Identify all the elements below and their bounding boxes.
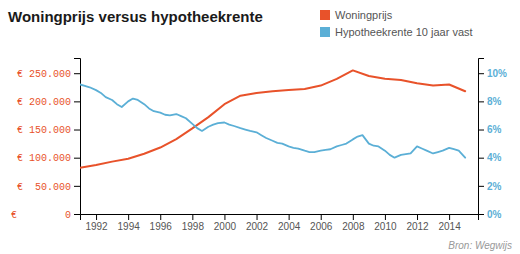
x-tick-label: 2014: [438, 221, 461, 232]
y-tick-label: € 250.000: [17, 69, 71, 80]
y-tick-label: € 0: [11, 210, 71, 221]
y-axis-line: [74, 59, 81, 215]
x-axis: 1992 1994 1996 1998 2000 2002 2004 2006 2008 2010…: [81, 214, 479, 232]
x-tick-mark: [353, 214, 354, 220]
y-tick-mark: [74, 214, 80, 215]
x-tick-label: 2010: [374, 221, 397, 232]
legend-swatch: [320, 27, 330, 37]
y-tick-label: € 150.000: [17, 125, 71, 136]
x-tick-label: 1996: [150, 221, 173, 232]
y2-tick: 4%: [478, 152, 502, 163]
x-tick: 2004: [278, 214, 301, 232]
x-tick-label: 2000: [214, 221, 237, 232]
series-line: [80, 70, 465, 167]
y-tick: € 150.000: [17, 125, 80, 136]
y2-tick: 10%: [478, 68, 507, 79]
y-tick: € 0: [11, 210, 80, 221]
y2-tick-mark: [478, 73, 484, 74]
x-tick-label: 1994: [118, 221, 141, 232]
y-tick: € 250.000: [17, 69, 80, 80]
x-tick-label: 1998: [182, 221, 205, 232]
x-tick: 1992: [85, 214, 108, 232]
y-tick-label: € 200.000: [17, 97, 71, 108]
x-tick: 2006: [310, 214, 333, 232]
y2-tick: 0%: [478, 209, 502, 220]
plot: 1992 1994 1996 1998 2000 2002 2004 2006 2008 2010…: [11, 59, 507, 233]
y-tick-mark: [74, 158, 80, 159]
x-tick: 2002: [246, 214, 269, 232]
y-tick-mark: [74, 73, 80, 74]
x-tick-label: 1992: [85, 221, 108, 232]
x-tick-label: 2006: [310, 221, 333, 232]
y2-tick-label: 10%: [487, 68, 507, 79]
legend-item: Woningprijs: [320, 9, 393, 21]
x-tick-mark: [257, 214, 258, 220]
source-note: Bron: Wegwijs: [448, 240, 512, 251]
y-tick: € 100.000: [17, 153, 80, 164]
y-tick: € 50.000: [17, 182, 80, 193]
y2-tick-label: 8%: [487, 96, 502, 107]
x-tick-mark: [128, 214, 129, 220]
legend-item: Hypotheekrente 10 jaar vast: [320, 26, 473, 38]
chart: Woningprijs versus hypotheekrente Woningp…: [0, 0, 520, 254]
legend: Woningprijs Hypotheekrente 10 jaar vast: [320, 9, 473, 38]
y2-axis: 0% 2% 4% 6% 8% 10%: [478, 59, 507, 220]
y2-tick-mark: [478, 130, 484, 131]
x-tick-mark: [385, 214, 386, 220]
x-tick-label: 2004: [278, 221, 301, 232]
x-tick-mark: [321, 214, 322, 220]
x-tick-mark: [417, 214, 418, 220]
y2-tick-mark: [478, 101, 484, 102]
x-tick: 1994: [118, 214, 141, 232]
x-axis-line: [81, 215, 479, 221]
legend-label: Woningprijs: [335, 9, 393, 21]
x-tick-mark: [224, 214, 225, 220]
legend-label: Hypotheekrente 10 jaar vast: [335, 26, 473, 38]
x-tick-label: 2012: [406, 221, 429, 232]
y2-tick-label: 0%: [487, 209, 502, 220]
y-tick-mark: [74, 101, 80, 102]
y2-tick-label: 6%: [487, 124, 502, 135]
y-tick: € 200.000: [17, 97, 80, 108]
y-tick-mark: [74, 186, 80, 187]
x-tick-mark: [192, 214, 193, 220]
series-line: [80, 84, 465, 157]
x-tick-mark: [449, 214, 450, 220]
x-tick: 2010: [374, 214, 397, 232]
x-tick: 2008: [342, 214, 365, 232]
x-tick-label: 2002: [246, 221, 269, 232]
x-tick: 1998: [182, 214, 205, 232]
y2-axis-line: [479, 59, 485, 215]
series-group: [80, 70, 465, 167]
y-tick-mark: [74, 130, 80, 131]
y-axis: € 0 € 50.000 € 100.000 € 150.000 € 200.000 € …: [11, 59, 81, 221]
x-tick-mark: [96, 214, 97, 220]
x-tick: 2000: [214, 214, 237, 232]
x-tick-mark: [289, 214, 290, 220]
y2-tick-mark: [478, 158, 484, 159]
x-tick: 1996: [150, 214, 173, 232]
y2-tick-label: 4%: [487, 152, 502, 163]
y2-tick-mark: [478, 186, 484, 187]
x-tick: 2014: [438, 214, 461, 232]
y2-tick: 8%: [478, 96, 502, 107]
y2-tick: 6%: [478, 124, 502, 135]
title: Woningprijs versus hypotheekrente: [8, 8, 263, 25]
y-tick-label: € 50.000: [17, 182, 71, 193]
y2-tick-label: 2%: [487, 181, 502, 192]
x-tick-label: 2008: [342, 221, 365, 232]
legend-swatch: [320, 10, 330, 20]
y2-tick-mark: [478, 214, 484, 215]
y2-tick: 2%: [478, 181, 502, 192]
y-tick-label: € 100.000: [17, 153, 71, 164]
x-tick: 2012: [406, 214, 429, 232]
x-tick-mark: [160, 214, 161, 220]
